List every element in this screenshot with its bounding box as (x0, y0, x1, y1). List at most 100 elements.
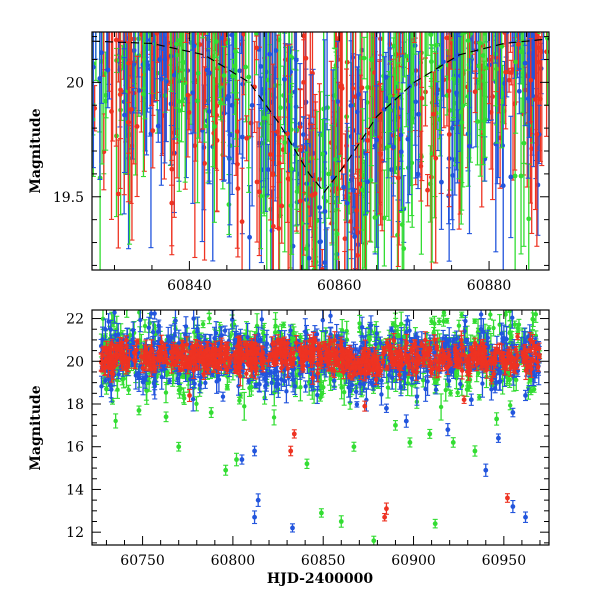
data-point (113, 37, 119, 43)
data-point (190, 0, 195, 2)
data-point (214, 103, 220, 109)
data-point (522, 60, 528, 66)
data-point (393, 80, 398, 86)
data-point (361, 55, 367, 61)
data-point (219, 19, 224, 24)
data-point (365, 179, 370, 185)
x-tick-label: 60880 (467, 278, 512, 294)
data-point (515, 41, 521, 47)
data-point (140, 0, 145, 4)
data-point (117, 11, 122, 16)
data-point (332, 0, 337, 2)
data-point (467, 384, 472, 389)
data-point (354, 109, 360, 115)
data-point (348, 219, 354, 224)
data-point (285, 131, 290, 137)
data-point (403, 53, 409, 59)
data-point (265, 167, 271, 173)
data-point (115, 191, 121, 197)
data-point (181, 8, 186, 13)
data-point (489, 4, 494, 9)
data-point (508, 174, 514, 180)
data-point (234, 23, 239, 28)
data-point (254, 179, 260, 185)
bottom-data-points (98, 310, 543, 545)
data-point (225, 40, 231, 46)
data-point (488, 109, 494, 115)
data-point (178, 11, 183, 16)
data-point (205, 12, 210, 17)
data-point (144, 3, 149, 8)
data-point (433, 155, 439, 161)
data-point (424, 8, 429, 13)
data-point (355, 253, 360, 258)
data-point (517, 0, 522, 3)
data-point (185, 92, 191, 98)
data-point (335, 99, 341, 104)
data-point (439, 179, 444, 185)
data-point (105, 16, 110, 21)
data-point (531, 0, 536, 4)
top-axis-ticks (92, 32, 549, 270)
data-point (424, 4, 429, 9)
data-point (136, 88, 142, 93)
data-point (254, 45, 259, 51)
data-point (195, 98, 200, 104)
data-point (237, 68, 243, 74)
data-point (470, 3, 475, 8)
data-point (352, 234, 358, 240)
data-point (484, 65, 489, 71)
data-point (261, 115, 267, 121)
data-point (268, 152, 273, 157)
data-point (216, 8, 221, 13)
data-point (93, 11, 98, 16)
data-point (525, 96, 531, 102)
data-point (243, 64, 249, 70)
data-point (457, 7, 462, 12)
data-point (324, 273, 329, 278)
data-point (282, 76, 287, 82)
data-point (322, 209, 328, 214)
data-point (267, 51, 273, 57)
data-point (451, 19, 456, 24)
data-point (516, 322, 522, 327)
data-point (241, 32, 247, 37)
data-point (226, 202, 232, 207)
data-point (152, 0, 157, 3)
data-point (107, 7, 112, 12)
data-point (533, 20, 538, 25)
data-point (397, 16, 402, 21)
data-point (221, 73, 227, 78)
data-point (400, 6, 405, 11)
data-point (460, 103, 466, 109)
data-point (416, 111, 421, 117)
data-point (440, 59, 446, 65)
data-point (542, 22, 547, 27)
data-point (533, 97, 538, 102)
data-point (448, 4, 453, 9)
top-model-curve (92, 38, 549, 194)
data-point (161, 26, 166, 31)
data-point (306, 255, 312, 261)
top-y-tick-labels: 19.5 20 (53, 75, 84, 205)
data-point (109, 13, 114, 18)
data-point (156, 19, 161, 24)
data-point (142, 25, 147, 30)
data-point (402, 4, 407, 9)
data-point (270, 223, 276, 229)
data-point (522, 5, 527, 10)
data-point (303, 55, 309, 61)
data-point (160, 2, 165, 7)
data-point (504, 18, 509, 23)
data-point (191, 43, 197, 49)
data-point (126, 60, 132, 66)
data-point (344, 200, 350, 206)
data-point (195, 70, 201, 76)
top-panel: 60840 60860 60880 19.5 20 Magnitude (28, 0, 550, 294)
data-point (475, 119, 480, 124)
data-point (154, 32, 160, 36)
data-point (282, 140, 288, 145)
data-point (415, 171, 421, 177)
data-point (497, 14, 502, 19)
